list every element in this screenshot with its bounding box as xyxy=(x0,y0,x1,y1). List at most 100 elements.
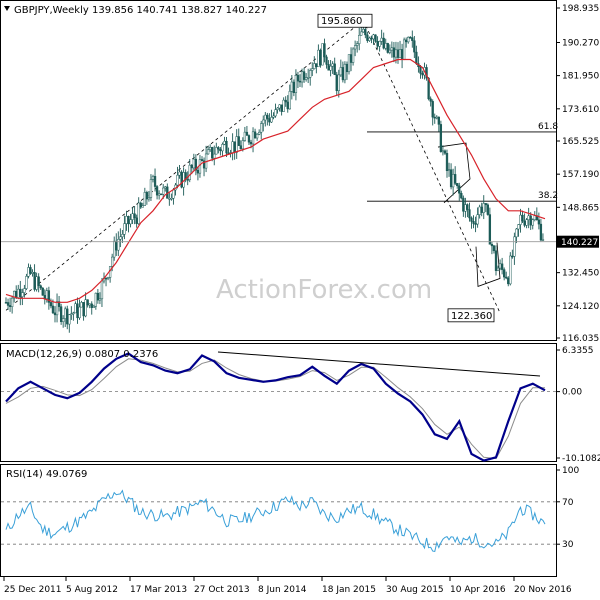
flag-pattern-1 xyxy=(437,142,471,204)
candle-body xyxy=(358,35,361,44)
candle-body xyxy=(421,73,424,76)
low-label-box xyxy=(447,308,495,323)
candle-body xyxy=(311,68,314,71)
price-y-tick-label: 181.950 xyxy=(562,72,599,82)
candle-body xyxy=(484,203,487,206)
candle-body xyxy=(170,197,173,200)
candle-body xyxy=(245,131,249,136)
candle-body xyxy=(411,37,414,41)
candle-body xyxy=(292,81,296,94)
candle-body xyxy=(121,234,124,238)
candle-body xyxy=(288,91,291,110)
candle-body xyxy=(300,71,304,83)
candle-body xyxy=(345,63,349,73)
candle-body xyxy=(27,267,30,277)
macd-line xyxy=(5,352,546,462)
candle-body xyxy=(523,220,526,226)
candle-body xyxy=(123,223,126,235)
macd-title: MACD(12,26,9) 0.0807 0.2376 xyxy=(6,349,158,360)
x-tick-label: 25 Dec 2011 xyxy=(4,585,62,595)
price-candles xyxy=(4,20,545,333)
watermark: ActionForex.com xyxy=(216,275,432,305)
candle-body xyxy=(274,109,277,117)
candle-body xyxy=(321,43,324,66)
candle-body xyxy=(264,114,267,121)
candle-body xyxy=(488,214,492,245)
rsi-title: RSI(14) 49.0769 xyxy=(6,469,87,480)
ohlc-readout: 139.856 140.741 138.827 140.227 xyxy=(92,5,267,16)
candle-body xyxy=(37,276,40,286)
candle-body xyxy=(386,43,389,53)
candle-body xyxy=(76,303,79,319)
candle-body xyxy=(55,301,59,316)
price-y-tick-label: 148.865 xyxy=(562,203,599,213)
candle-body xyxy=(125,216,128,224)
price-y-tick-label: 124.120 xyxy=(562,302,599,312)
candle-body xyxy=(527,215,530,220)
candle-body xyxy=(472,221,475,224)
candle-body xyxy=(415,51,418,64)
price-y-axis: 198.935 190.270 181.950 173.610 165.525 157.1… xyxy=(556,4,599,344)
candle-body xyxy=(262,119,265,124)
candle-body xyxy=(519,214,522,225)
candle-body xyxy=(143,192,146,206)
candle-body xyxy=(260,123,263,133)
candle-body xyxy=(325,56,328,65)
candle-body xyxy=(517,224,520,230)
candle-body xyxy=(296,75,300,82)
candle-body xyxy=(8,305,12,307)
fibonacci-levels: 61.8 38.2 xyxy=(367,122,558,202)
candle-body xyxy=(541,239,545,241)
candle-body xyxy=(356,43,359,46)
candle-body xyxy=(307,77,310,79)
price-annotations: 195.860 122.360 xyxy=(317,13,495,323)
candle-body xyxy=(431,101,434,118)
uptrend-dashed-line xyxy=(5,19,364,311)
candle-body xyxy=(282,99,285,112)
candle-body xyxy=(278,104,281,109)
candle-body xyxy=(370,37,373,40)
rsi-y-axis: 100 70 30 xyxy=(1,466,579,550)
candle-body xyxy=(539,223,543,241)
candle-body xyxy=(460,192,463,199)
candle-body xyxy=(333,63,336,76)
candle-body xyxy=(331,63,334,67)
candle-body xyxy=(521,214,524,222)
candle-body xyxy=(188,164,191,180)
candle-body xyxy=(131,213,134,220)
candle-body xyxy=(533,215,536,220)
low-label: 122.360 xyxy=(451,311,492,322)
candle-body xyxy=(490,244,494,247)
candle-body xyxy=(451,174,455,188)
candle-body xyxy=(496,267,500,271)
candle-body xyxy=(439,124,443,152)
candle-body xyxy=(247,135,251,143)
candle-body xyxy=(402,39,406,60)
candle-body xyxy=(119,236,122,240)
current-price-marker: 140.227 xyxy=(1,235,599,248)
candle-body xyxy=(6,302,10,306)
candle-body xyxy=(178,171,181,176)
candle-body xyxy=(215,147,218,155)
candle-body xyxy=(486,204,489,215)
candle-body xyxy=(456,183,459,187)
candle-body xyxy=(337,74,340,91)
candle-body xyxy=(86,299,89,306)
candle-body xyxy=(90,303,93,308)
candle-body xyxy=(327,64,330,71)
candle-body xyxy=(376,41,379,47)
candle-body xyxy=(255,134,259,139)
candle-body xyxy=(537,219,541,225)
candle-body xyxy=(390,47,394,51)
candle-body xyxy=(78,306,81,319)
x-tick-label: 10 Apr 2016 xyxy=(450,585,506,595)
candle-body xyxy=(437,116,440,125)
candle-body xyxy=(384,43,387,49)
candle-body xyxy=(372,34,375,40)
candle-body xyxy=(513,236,516,257)
price-y-tick-label: 165.525 xyxy=(562,137,599,147)
price-y-tick-label: 132.450 xyxy=(562,269,599,279)
candle-body xyxy=(374,34,377,42)
candle-body xyxy=(298,80,302,83)
candle-body xyxy=(405,39,408,43)
